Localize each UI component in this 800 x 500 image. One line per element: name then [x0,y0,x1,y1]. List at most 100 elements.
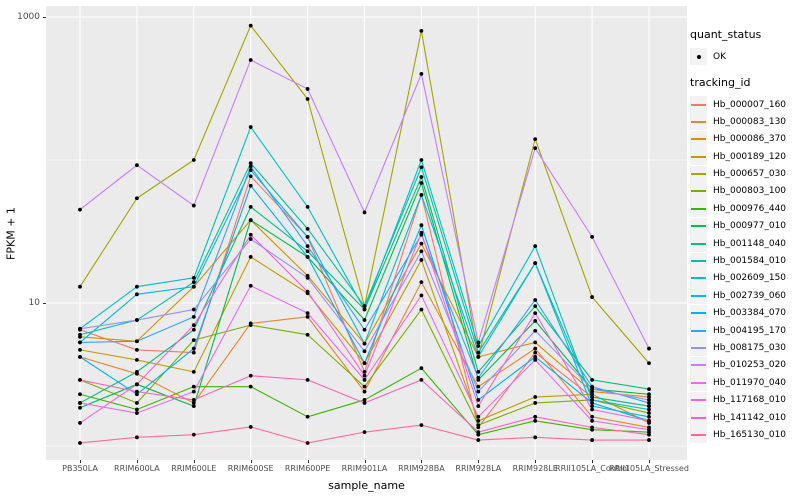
data-point [647,407,651,412]
data-point [135,392,139,397]
legend-quant-status: quant_status OK [690,28,761,65]
data-point [248,168,253,172]
data-point [533,244,538,248]
data-point [135,382,139,387]
legend-line-swatch-icon [690,426,707,444]
data-point [248,425,253,429]
data-point [362,361,367,365]
data-point [419,241,424,246]
data-point [419,72,424,76]
legend-line-swatch-icon [690,391,707,409]
data-point [419,280,424,285]
data-point [191,369,196,374]
data-point [647,395,651,399]
x-tick-label: RRIM600SE [227,464,274,473]
data-point [248,125,253,129]
data-point [476,398,481,402]
data-point [647,361,651,365]
data-point [362,384,367,389]
x-tick-mark [80,460,81,463]
data-point [78,377,82,382]
legend-item-label: Hb_117168_010 [713,395,787,406]
data-point [647,438,651,442]
data-point [590,395,594,399]
legend-item-label: Hb_000086_370 [713,134,787,145]
data-point [533,261,538,266]
data-point [647,387,651,391]
legend-line-swatch-icon [690,339,707,357]
data-point [419,258,424,262]
data-point [362,210,367,215]
legend-item: Hb_002739_060 [690,287,786,305]
legend-item: Hb_000976_440 [690,200,786,218]
data-point [476,418,481,423]
legend-item: Hb_010253_020 [690,356,786,374]
data-point [135,347,139,352]
data-point [476,389,481,394]
data-point [419,181,424,185]
data-point [191,284,196,289]
legend-item: Hb_000977_010 [690,217,787,235]
legend-line-swatch-icon [690,269,707,287]
x-tick-mark [421,460,423,463]
data-point [590,407,594,412]
data-point [305,249,310,254]
data-point [305,332,310,337]
data-point [647,404,651,409]
legend-item-label: Hb_000657_030 [713,169,787,180]
data-point [248,58,253,62]
legend-line-swatch-icon [690,235,707,253]
data-point [533,318,538,323]
data-point [135,369,139,374]
data-point [476,344,481,348]
legend-item: Hb_000083_130 [690,113,786,131]
data-point [135,358,139,362]
legend-item-label: Hb_000977_010 [713,221,787,232]
data-point [78,401,82,405]
data-point [135,292,139,297]
data-point [533,350,538,355]
data-point [248,237,253,241]
data-point [191,338,196,343]
data-point [533,358,538,362]
y-tick-label-10: 10 [28,298,40,308]
data-point [362,398,367,402]
legend-item-label: Hb_002609_150 [713,273,787,284]
x-tick-mark [649,460,650,463]
data-point [476,350,481,355]
legend-item: Hb_117168_010 [690,391,787,409]
data-point [135,196,139,201]
x-tick-mark [250,460,252,463]
x-tick-mark [364,460,366,463]
data-point [533,418,538,423]
data-point [248,174,253,179]
data-point [78,326,82,331]
data-point [305,414,310,419]
x-tick-mark [592,460,594,463]
data-point [476,438,481,442]
data-point [191,275,196,280]
legend-item: Hb_141142_010 [690,409,786,427]
data-point [135,163,139,168]
legend-item-label: Hb_000803_100 [713,186,787,197]
data-point [590,404,594,409]
legend-line-swatch-icon [690,165,707,183]
data-point [419,165,424,170]
data-point [191,327,196,332]
legend-line-swatch-icon [690,217,707,235]
data-point [305,314,310,319]
legend-title-tracking-id: tracking_id [690,76,751,89]
data-point [419,175,424,179]
data-point [533,328,538,333]
y-tick-mark [43,17,46,18]
data-point [305,311,310,315]
data-point [647,346,651,351]
data-point [78,332,82,337]
legend-item-label: Hb_001584_010 [713,256,787,267]
data-point [248,183,253,188]
data-point [305,204,310,209]
legend-line-swatch-icon [690,356,707,374]
legend-item: Hb_002609_150 [690,269,787,287]
data-point [78,421,82,425]
data-point [476,384,481,389]
